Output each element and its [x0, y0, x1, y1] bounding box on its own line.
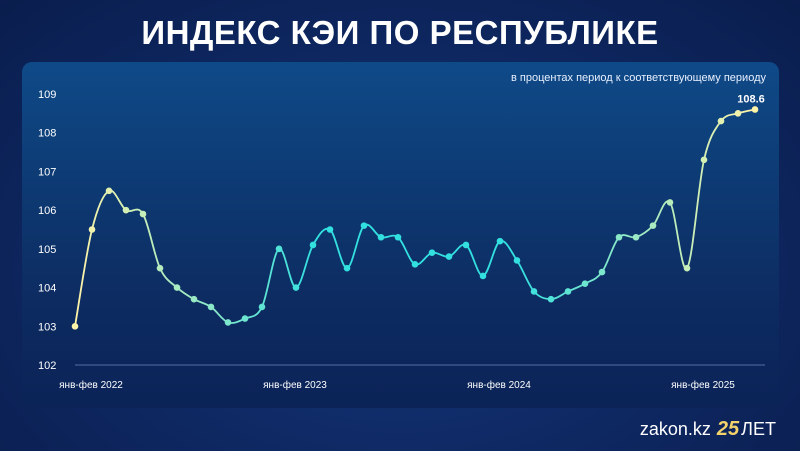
- last-value-label: 108.6: [737, 93, 765, 105]
- y-tick-label: 103: [38, 321, 56, 333]
- y-tick-label: 107: [38, 166, 56, 178]
- data-point: [377, 233, 385, 241]
- data-point: [479, 272, 487, 280]
- data-point: [734, 110, 742, 117]
- data-point: [581, 280, 589, 288]
- data-point: [632, 233, 640, 241]
- data-point: [649, 222, 657, 229]
- data-point: [564, 288, 572, 295]
- data-point: [683, 264, 691, 272]
- data-point: [547, 295, 555, 303]
- data-point: [496, 237, 504, 245]
- x-tick-label: янв-фев 2022: [59, 379, 123, 391]
- footer-brand: zakon.kz 25 ЛЕТ: [640, 418, 776, 441]
- anniversary-badge: 25: [716, 418, 740, 440]
- chart-panel: [22, 62, 779, 408]
- data-points: [71, 106, 759, 330]
- page-title: ИНДЕКС КЭИ ПО РЕСПУБЛИКЕ: [141, 14, 659, 51]
- x-tick-labels: янв-фев 2022 янв-фев 2023 янв-фев 2024 янв-…: [59, 379, 735, 391]
- data-point: [615, 233, 623, 241]
- y-tick-label: 106: [38, 205, 56, 217]
- x-tick-label: янв-фев 2024: [467, 379, 531, 391]
- data-point: [173, 284, 181, 291]
- data-point: [105, 187, 113, 195]
- data-point: [139, 210, 147, 218]
- data-point: [751, 106, 759, 113]
- data-point: [258, 303, 266, 311]
- data-point: [717, 117, 725, 125]
- data-point: [411, 261, 419, 268]
- data-point: [360, 222, 368, 229]
- y-tick-label: 108: [38, 128, 56, 140]
- data-point: [394, 233, 402, 241]
- data-point: [326, 226, 334, 233]
- data-point: [445, 253, 453, 260]
- y-tick-labels: 102 103 104 105 106 107 108 109: [38, 89, 56, 372]
- data-point: [207, 303, 215, 311]
- data-point: [700, 156, 708, 164]
- data-point: [122, 206, 130, 214]
- data-point: [88, 226, 96, 233]
- data-point: [275, 245, 283, 253]
- data-point: [309, 241, 317, 249]
- chart-subtitle: в процентах период к соответствующему пе…: [511, 72, 766, 84]
- anniversary-suffix: ЛЕТ: [741, 419, 776, 439]
- data-point: [462, 241, 470, 249]
- data-point: [190, 295, 198, 303]
- data-point: [513, 257, 521, 264]
- x-tick-label: янв-фев 2025: [671, 379, 735, 391]
- data-point: [530, 288, 538, 295]
- y-tick-label: 102: [38, 360, 56, 372]
- data-point: [292, 284, 300, 291]
- data-point: [666, 199, 674, 206]
- data-point: [598, 268, 606, 276]
- data-point: [71, 322, 79, 330]
- y-tick-label: 104: [38, 283, 56, 295]
- series-line: [74, 108, 756, 327]
- y-tick-label: 105: [38, 244, 56, 256]
- y-tick-label: 109: [38, 89, 56, 101]
- data-point: [428, 249, 436, 257]
- data-point: [224, 319, 232, 326]
- site-name: zakon.kz: [639, 419, 711, 439]
- x-tick-label: янв-фев 2023: [263, 379, 327, 391]
- data-point: [343, 264, 351, 272]
- data-point: [156, 264, 164, 272]
- data-point: [241, 315, 249, 322]
